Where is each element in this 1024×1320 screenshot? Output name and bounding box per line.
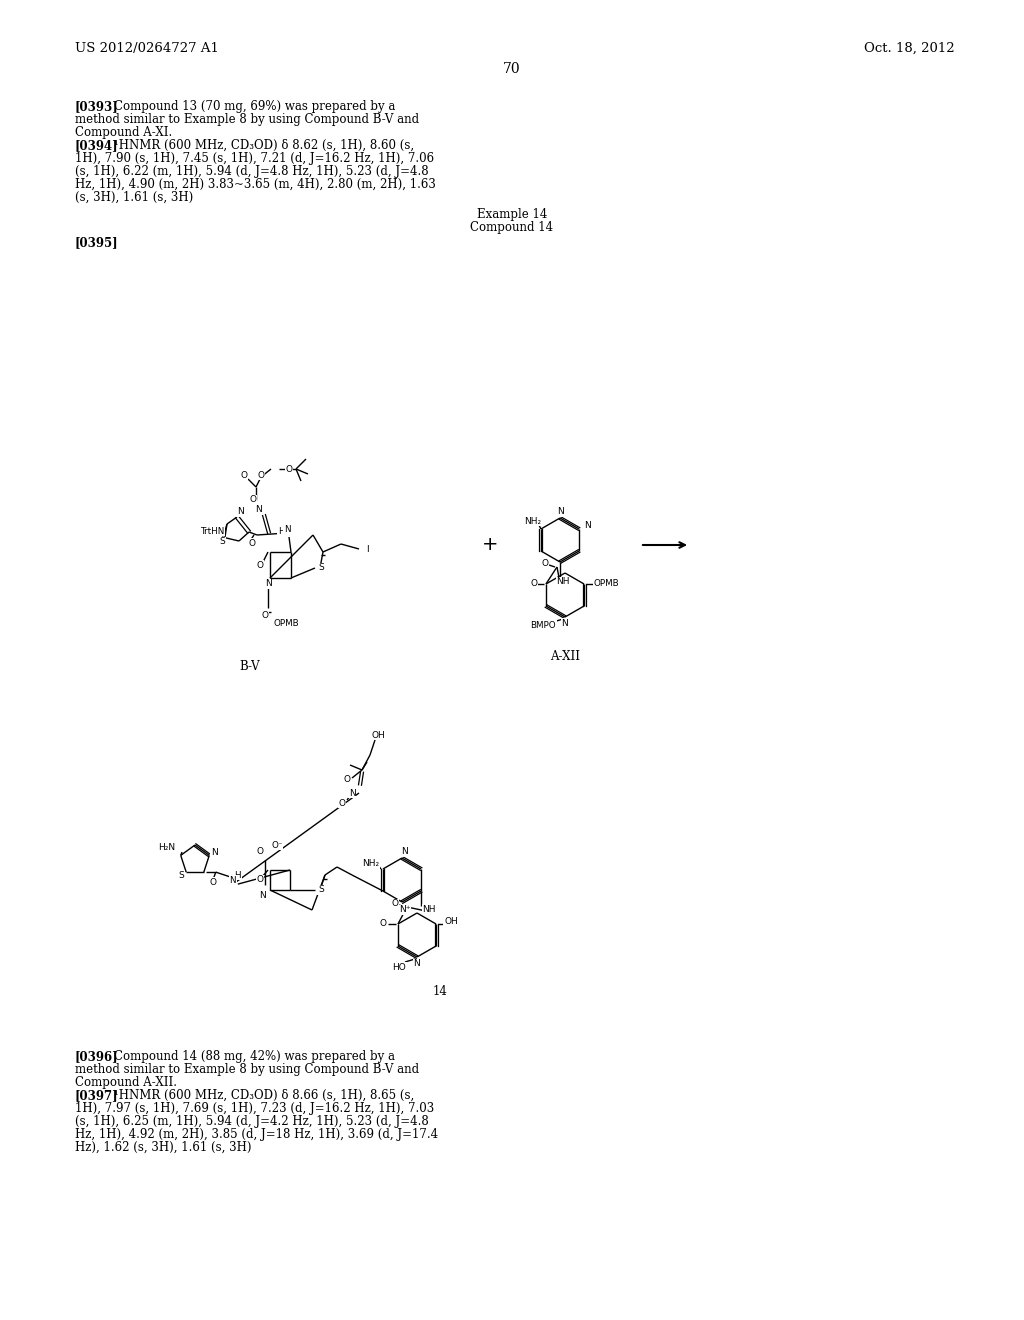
Text: S: S (178, 871, 184, 879)
Text: O: O (209, 878, 216, 887)
Text: [0396]: [0396] (75, 1049, 119, 1063)
Text: O: O (241, 470, 248, 479)
Text: +: + (481, 536, 499, 554)
Text: NH: NH (556, 578, 569, 586)
Text: N: N (584, 521, 591, 531)
Text: (s, 1H), 6.25 (m, 1H), 5.94 (d, J=4.2 Hz, 1H), 5.23 (d, J=4.8: (s, 1H), 6.25 (m, 1H), 5.94 (d, J=4.2 Hz… (75, 1115, 429, 1129)
Text: NH₂: NH₂ (362, 859, 380, 869)
Text: N: N (237, 507, 244, 516)
Text: Compound 14 (88 mg, 42%) was prepared by a: Compound 14 (88 mg, 42%) was prepared by… (114, 1049, 395, 1063)
Text: method similar to Example 8 by using Compound B-V and: method similar to Example 8 by using Com… (75, 114, 419, 125)
Text: N: N (229, 875, 237, 884)
Text: OPMB: OPMB (273, 619, 299, 627)
Text: Compound A-XI.: Compound A-XI. (75, 125, 172, 139)
Text: O⁻: O⁻ (271, 841, 283, 850)
Text: O: O (530, 579, 538, 589)
Text: Oct. 18, 2012: Oct. 18, 2012 (864, 42, 955, 55)
Text: N⁺: N⁺ (399, 906, 411, 915)
Text: ¹HNMR (600 MHz, CD₃OD) δ 8.62 (s, 1H), 8.60 (s,: ¹HNMR (600 MHz, CD₃OD) δ 8.62 (s, 1H), 8… (114, 139, 414, 152)
Text: US 2012/0264727 A1: US 2012/0264727 A1 (75, 42, 219, 55)
Text: method similar to Example 8 by using Compound B-V and: method similar to Example 8 by using Com… (75, 1063, 419, 1076)
Text: N: N (557, 507, 563, 516)
Text: Hz, 1H), 4.92 (m, 2H), 3.85 (d, J=18 Hz, 1H), 3.69 (d, J=17.4: Hz, 1H), 4.92 (m, 2H), 3.85 (d, J=18 Hz,… (75, 1129, 438, 1140)
Text: HO: HO (392, 962, 406, 972)
Text: 14: 14 (432, 985, 447, 998)
Text: N: N (348, 788, 355, 797)
Text: Compound 13 (70 mg, 69%) was prepared by a: Compound 13 (70 mg, 69%) was prepared by… (114, 100, 395, 114)
Text: TrtHN: TrtHN (200, 527, 224, 536)
Text: Compound A-XII.: Compound A-XII. (75, 1076, 177, 1089)
Text: ¹HNMR (600 MHz, CD₃OD) δ 8.66 (s, 1H), 8.65 (s,: ¹HNMR (600 MHz, CD₃OD) δ 8.66 (s, 1H), 8… (114, 1089, 415, 1102)
Text: OH: OH (371, 730, 385, 739)
Text: 70: 70 (503, 62, 521, 77)
Text: N: N (401, 847, 409, 857)
Text: (s, 1H), 6.22 (m, 1H), 5.94 (d, J=4.8 Hz, 1H), 5.23 (d, J=4.8: (s, 1H), 6.22 (m, 1H), 5.94 (d, J=4.8 Hz… (75, 165, 429, 178)
Text: NH: NH (422, 904, 436, 913)
Text: Example 14: Example 14 (477, 209, 547, 220)
Text: O: O (542, 560, 549, 569)
Text: OPMB: OPMB (593, 579, 618, 589)
Text: 1H), 7.97 (s, 1H), 7.69 (s, 1H), 7.23 (d, J=16.2 Hz, 1H), 7.03: 1H), 7.97 (s, 1H), 7.69 (s, 1H), 7.23 (d… (75, 1102, 434, 1115)
Text: O: O (261, 611, 268, 620)
Text: [0393]: [0393] (75, 100, 119, 114)
Text: B-V: B-V (240, 660, 260, 673)
Text: O: O (256, 847, 263, 857)
Text: H: H (234, 871, 241, 879)
Text: O: O (339, 799, 345, 808)
Text: [0397]: [0397] (75, 1089, 119, 1102)
Text: I: I (366, 544, 369, 553)
Text: O: O (380, 920, 386, 928)
Text: S: S (318, 886, 324, 895)
Text: O: O (343, 776, 350, 784)
Text: N: N (284, 525, 290, 535)
Text: OH: OH (444, 916, 458, 925)
Text: (s, 3H), 1.61 (s, 3H): (s, 3H), 1.61 (s, 3H) (75, 191, 194, 205)
Text: N: N (256, 506, 262, 515)
Text: N: N (259, 891, 265, 899)
Text: S: S (219, 537, 225, 546)
Text: O: O (249, 539, 256, 548)
Text: [0395]: [0395] (75, 236, 119, 249)
Text: NH₂: NH₂ (524, 516, 542, 525)
Text: Hz, 1H), 4.90 (m, 2H) 3.83~3.65 (m, 4H), 2.80 (m, 2H), 1.63: Hz, 1H), 4.90 (m, 2H) 3.83~3.65 (m, 4H),… (75, 178, 436, 191)
Text: [0394]: [0394] (75, 139, 119, 152)
Text: H: H (278, 528, 285, 536)
Text: Hz), 1.62 (s, 3H), 1.61 (s, 3H): Hz), 1.62 (s, 3H), 1.61 (s, 3H) (75, 1140, 252, 1154)
Text: O: O (256, 875, 263, 884)
Text: O: O (257, 470, 264, 479)
Text: 1H), 7.90 (s, 1H), 7.45 (s, 1H), 7.21 (d, J=16.2 Hz, 1H), 7.06: 1H), 7.90 (s, 1H), 7.45 (s, 1H), 7.21 (d… (75, 152, 434, 165)
Text: N: N (264, 579, 271, 589)
Text: O: O (391, 899, 398, 908)
Text: N: N (414, 960, 421, 969)
Text: N: N (561, 619, 568, 627)
Text: O: O (256, 561, 263, 569)
Text: Compound 14: Compound 14 (470, 220, 554, 234)
Text: A-XII: A-XII (550, 649, 580, 663)
Text: O: O (286, 465, 293, 474)
Text: O: O (250, 495, 256, 504)
Text: BMPO: BMPO (530, 620, 556, 630)
Text: H₂N: H₂N (159, 843, 175, 853)
Text: N: N (211, 847, 218, 857)
Text: S: S (318, 564, 324, 573)
